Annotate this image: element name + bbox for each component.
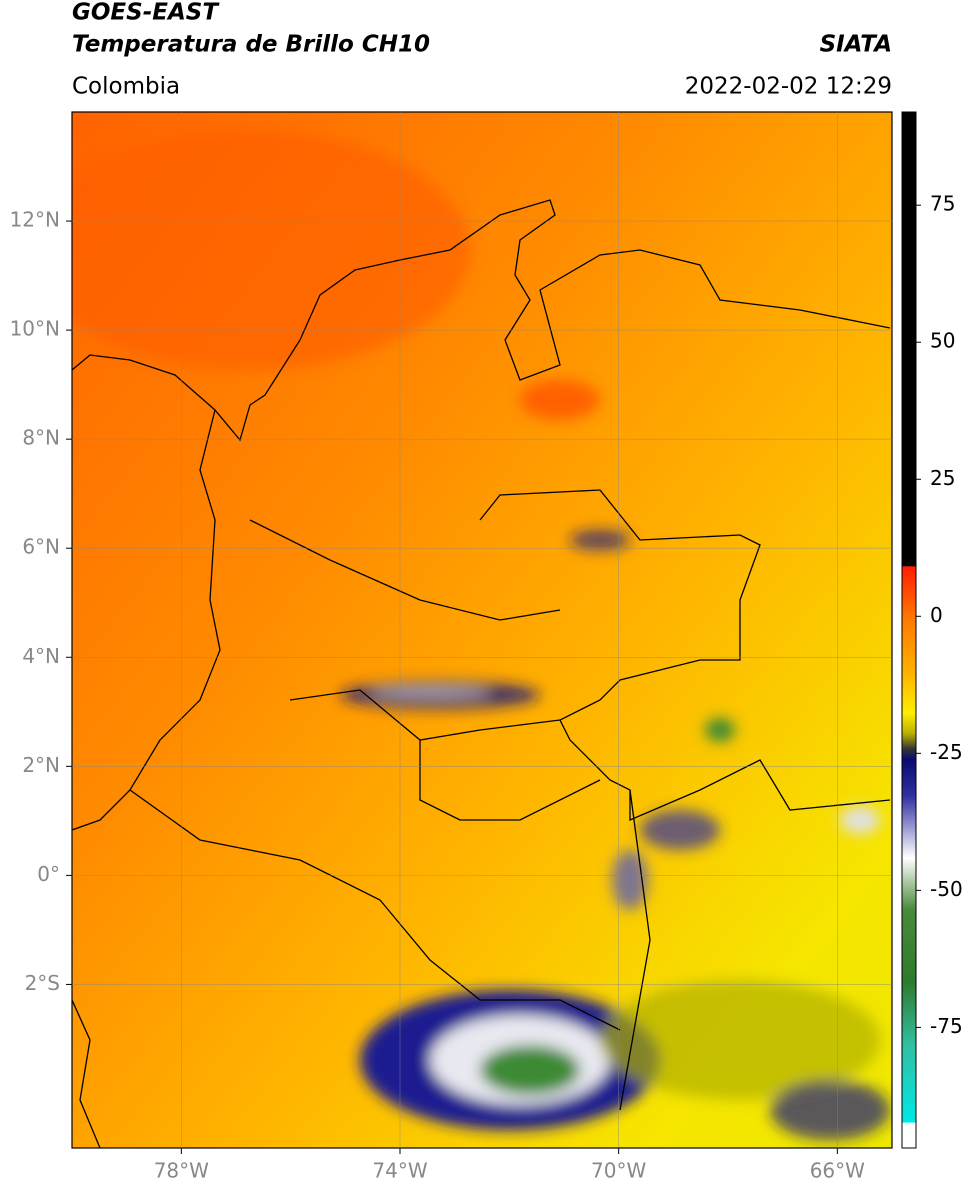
y-tick-label: 0° [37, 862, 60, 886]
map-frame [71, 111, 893, 1149]
map-image [72, 112, 892, 1148]
y-tick-label: 2°N [22, 753, 60, 777]
colorbar-tick-label: 25 [930, 466, 955, 490]
x-tick-label: 70°W [591, 1159, 646, 1183]
colorbar-tick-label: -25 [930, 740, 963, 764]
x-tick-label: 78°W [154, 1159, 209, 1183]
x-tick-label: 66°W [810, 1159, 865, 1183]
datetime: 2022-02-02 12:29 [685, 74, 892, 100]
colorbar-tick-label: 75 [930, 192, 955, 216]
y-tick-label: 12°N [10, 208, 60, 232]
region: Colombia [72, 74, 180, 100]
source: SIATA [820, 32, 892, 58]
colorbar-tick-label: 0 [930, 603, 943, 627]
colorbar-tick-label: -50 [930, 877, 963, 901]
title: GOES-EAST [72, 0, 220, 26]
subtitle: Temperatura de Brillo CH10 [72, 32, 430, 58]
y-tick-label: 6°N [22, 535, 60, 559]
colorbar-tick-label: 50 [930, 329, 955, 353]
colorbar-tick-label: -75 [930, 1014, 963, 1038]
colorbar [901, 111, 917, 1149]
y-tick-label: 2°S [25, 971, 60, 995]
y-tick-label: 10°N [10, 317, 60, 341]
y-tick-label: 8°N [22, 426, 60, 450]
y-tick-label: 4°N [22, 644, 60, 668]
x-tick-label: 74°W [372, 1159, 427, 1183]
